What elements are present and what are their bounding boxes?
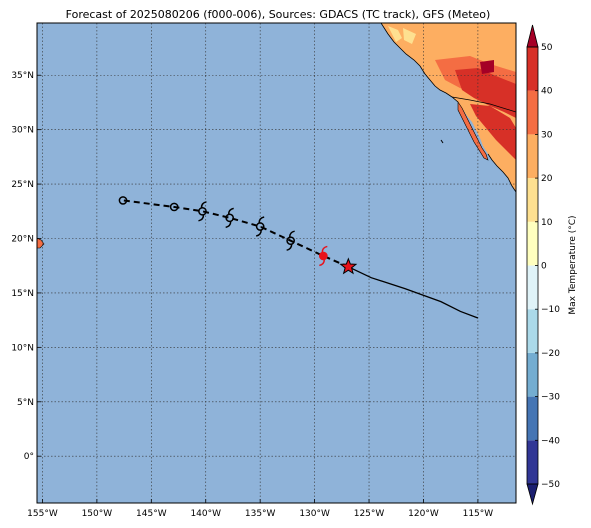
low-marker bbox=[169, 202, 179, 212]
tick-label-lon: 155°W bbox=[27, 509, 58, 519]
tick-label-lon: 130°W bbox=[299, 509, 330, 519]
colorbar-tick-label: −30 bbox=[541, 393, 560, 403]
tick-label-lat: 5°N bbox=[17, 398, 34, 408]
tick-label-lat: 35°N bbox=[11, 71, 34, 81]
tick-label-lon: 115°W bbox=[463, 509, 494, 519]
latitude-ticks: 0° 5°N 10°N 15°N 20°N 25°N 30°N 35°N bbox=[11, 71, 41, 462]
past-track bbox=[122, 199, 349, 268]
coastline bbox=[380, 23, 516, 193]
land-temperature-fill bbox=[37, 23, 516, 249]
tick-label-lat: 20°N bbox=[11, 235, 34, 245]
tick-label-lon: 150°W bbox=[82, 509, 113, 519]
tick-label-lat: 15°N bbox=[11, 289, 34, 299]
tick-label-lon: 140°W bbox=[190, 509, 221, 519]
land-hot-region bbox=[455, 68, 516, 118]
colorbar-tick-label: 10 bbox=[541, 218, 553, 228]
land-mild-region-2 bbox=[403, 28, 416, 44]
colorbar-segment bbox=[527, 396, 538, 441]
colorbar-segment bbox=[527, 134, 538, 179]
land-hot-region-mexico bbox=[470, 104, 516, 160]
colorbar-max-extension bbox=[526, 24, 539, 48]
colorbar-tick-label: −50 bbox=[541, 480, 560, 490]
tick-label-lat: 25°N bbox=[11, 180, 34, 190]
figure-title: Forecast of 2025080206 (f000-006), Sourc… bbox=[66, 8, 491, 21]
colorbar-min-extension bbox=[526, 483, 539, 506]
map-frame bbox=[36, 22, 517, 504]
cyclone-marker bbox=[318, 245, 328, 267]
colorbar-tick-label: 30 bbox=[541, 130, 553, 140]
colorbar-segment bbox=[527, 352, 538, 397]
land-baja-peninsula bbox=[457, 101, 489, 161]
tick-label-lon: 120°W bbox=[408, 509, 439, 519]
track-markers bbox=[118, 196, 358, 275]
colorbar-segment bbox=[527, 90, 538, 135]
tick-label-lat: 30°N bbox=[11, 126, 34, 136]
land-hawaii bbox=[37, 237, 45, 249]
forecast-path-line bbox=[348, 266, 479, 319]
low-marker bbox=[118, 196, 128, 205]
colorbar-tick-label: 0 bbox=[541, 262, 547, 272]
colorbar-tick-label: 40 bbox=[541, 87, 553, 97]
tick-label-lon: 125°W bbox=[354, 509, 385, 519]
tick-label-lat: 10°N bbox=[11, 343, 34, 353]
island-guadalupe bbox=[440, 139, 444, 144]
land-mild-region bbox=[388, 26, 402, 42]
ocean-background bbox=[37, 23, 516, 503]
colorbar-segment bbox=[527, 265, 538, 310]
colorbar-tick-label: 20 bbox=[541, 174, 553, 184]
forecast-track bbox=[348, 266, 479, 319]
current-position-star bbox=[339, 257, 358, 275]
map-panel: 155°W 150°W 145°W 140°W 135°W 130°W 125°W 120°W… bbox=[11, 22, 517, 519]
colorbar-tick-label: 50 bbox=[541, 43, 553, 53]
colorbar-segment bbox=[527, 440, 538, 484]
colorbar-tick-label: −40 bbox=[541, 436, 560, 446]
colorbar-segment bbox=[527, 178, 538, 222]
colorbar-tick-label: −10 bbox=[541, 305, 560, 315]
colorbar-tick-label: −20 bbox=[541, 349, 560, 359]
land-extreme-region bbox=[480, 60, 494, 74]
tick-label-lon: 145°W bbox=[136, 509, 167, 519]
us-mexico-border bbox=[451, 96, 516, 113]
cyclone-marker bbox=[255, 216, 265, 237]
colorbar-segment bbox=[527, 221, 538, 266]
colorbar-label: Max Temperature (°C) bbox=[568, 215, 578, 314]
past-path-line bbox=[122, 199, 349, 268]
colorbar-segment bbox=[527, 47, 538, 91]
colorbar-segment bbox=[527, 309, 538, 353]
cyclone-marker bbox=[225, 207, 235, 229]
longitude-ticks: 155°W 150°W 145°W 140°W 135°W 130°W 125°W 120°W… bbox=[27, 499, 493, 519]
graticule bbox=[37, 23, 516, 503]
cyclone-marker bbox=[286, 230, 296, 251]
cyclone-marker bbox=[198, 201, 207, 222]
colorbar: −50 −40 −30 −20 −10 0 10 20 30 40 50 bbox=[526, 24, 560, 506]
tick-label-lon: 135°W bbox=[245, 509, 276, 519]
tick-label-lat: 0° bbox=[24, 452, 34, 462]
